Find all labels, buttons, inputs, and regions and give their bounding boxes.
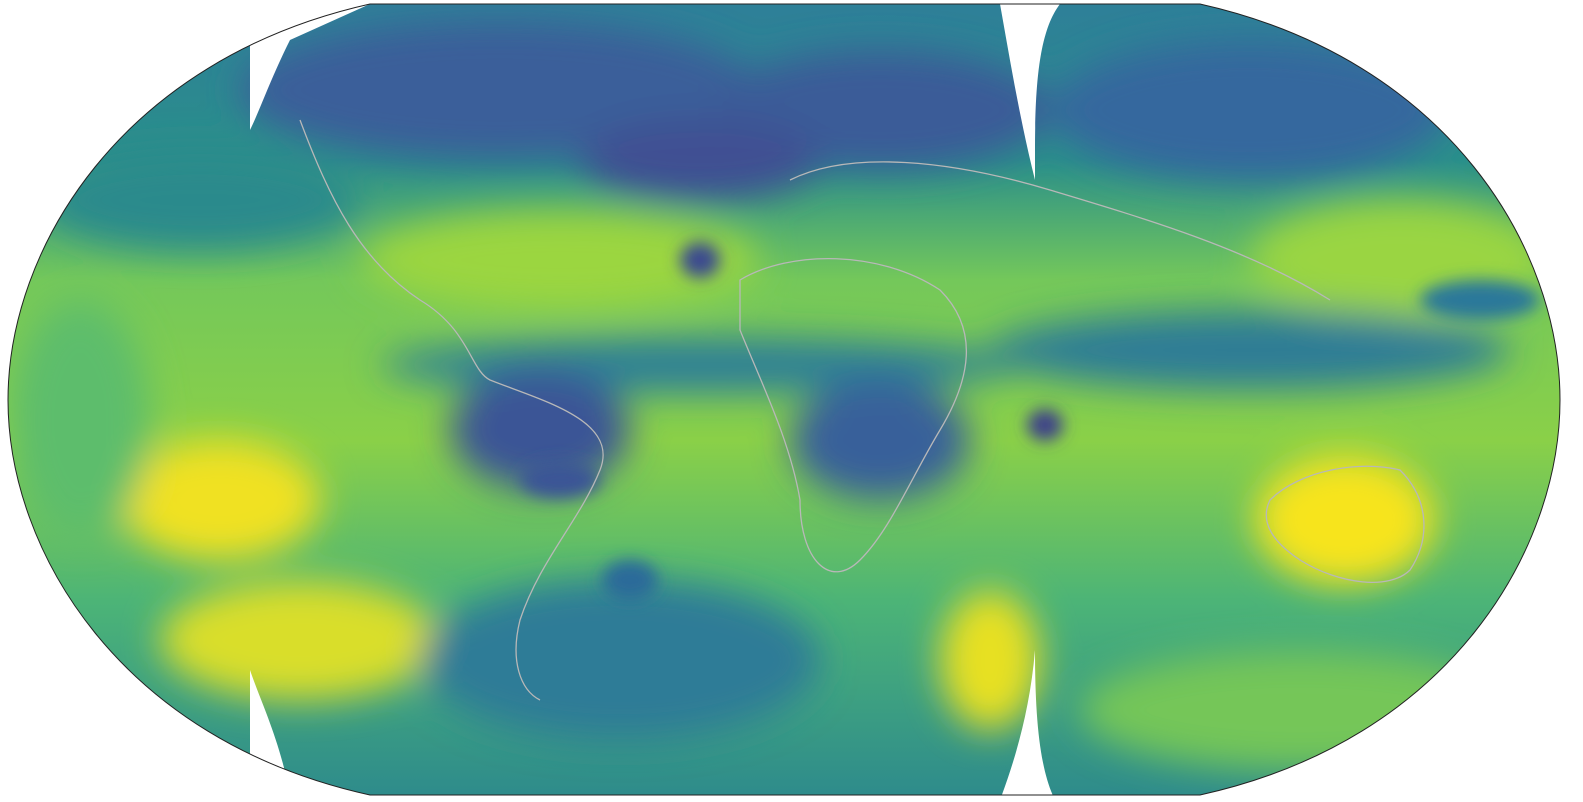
cloud-field [10, 20, 1550, 770]
storm-cells [520, 242, 1540, 600]
eurasia-coast [789, 161, 1331, 301]
africa-coast [739, 257, 968, 573]
australia-coast [1265, 465, 1425, 583]
coverage-gap [1000, 4, 1060, 180]
map-outline [7, 3, 1561, 796]
americas-coast [299, 119, 604, 701]
coastlines [299, 119, 1425, 701]
coverage-gap [1000, 650, 1055, 795]
coverage-gap [250, 4, 370, 130]
